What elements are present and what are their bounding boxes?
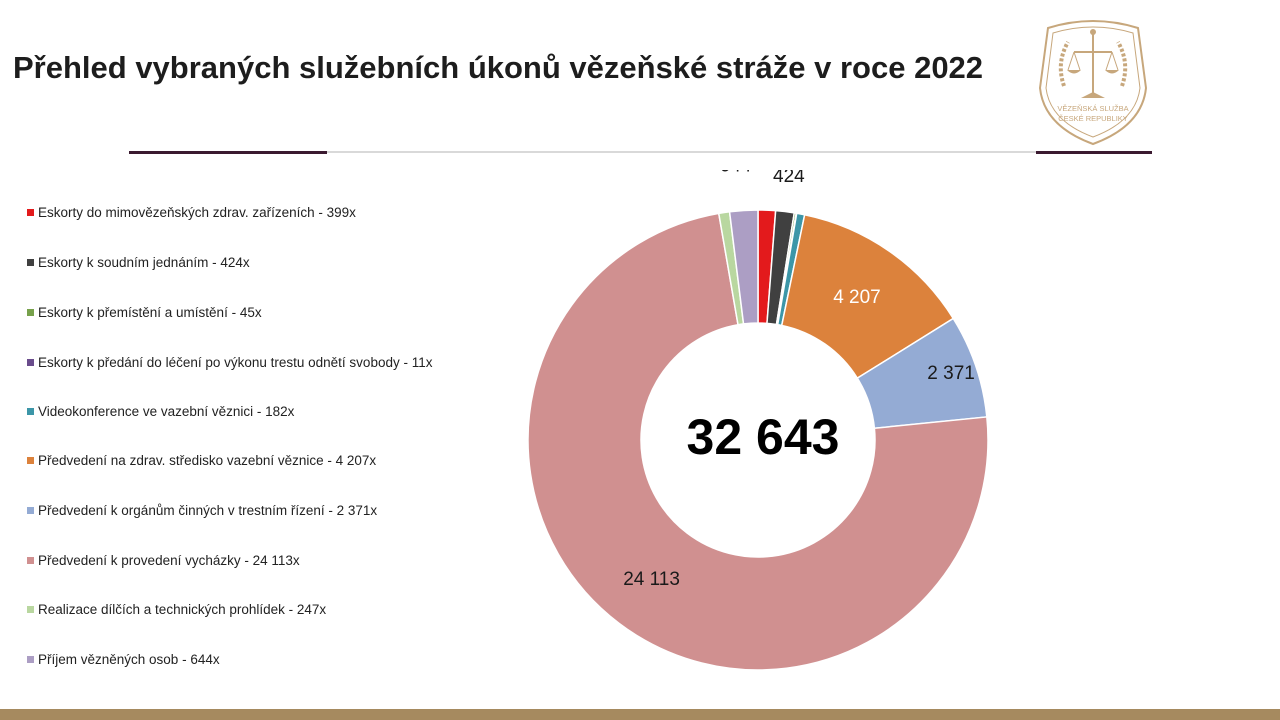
legend-item: Eskorty k soudním jednáním - 424x xyxy=(27,252,250,272)
legend-label: Eskorty k soudním jednáním - 424x xyxy=(38,254,250,270)
legend-swatch xyxy=(27,506,34,514)
legend-item: Předvedení k provedení vycházky - 24 113… xyxy=(27,550,300,570)
data-label: 4 207 xyxy=(833,287,881,308)
legend-swatch xyxy=(27,358,34,366)
header-divider xyxy=(129,151,1152,153)
footer-bar xyxy=(0,709,1280,720)
legend-swatch xyxy=(27,456,34,464)
header-accent-right xyxy=(1036,151,1152,154)
legend-label: Předvedení k provedení vycházky - 24 113… xyxy=(38,552,300,568)
legend-label: Eskorty k předání do léčení po výkonu tr… xyxy=(38,354,433,370)
legend-swatch xyxy=(27,208,34,216)
legend-label: Předvedení k orgánům činných v trestním … xyxy=(38,502,378,518)
legend-swatch xyxy=(27,556,34,564)
donut-slice xyxy=(527,212,989,671)
legend-item: Příjem vězněných osob - 644x xyxy=(27,649,220,669)
legend-item: Předvedení na zdrav. středisko vazební v… xyxy=(27,450,376,470)
legend-swatch xyxy=(27,407,34,415)
page-title: Přehled vybraných služebních úkonů vězeň… xyxy=(13,50,984,85)
legend-item: Eskorty k přemístění a umístění - 45x xyxy=(27,302,262,322)
data-label: 424 xyxy=(773,170,805,187)
prison-service-logo: VĚZEŇSKÁ SLUŽBA ČESKÉ REPUBLIKY xyxy=(1038,20,1148,146)
legend-item: Předvedení k orgánům činných v trestním … xyxy=(27,500,377,520)
donut-slice xyxy=(728,209,759,325)
legend-swatch xyxy=(27,605,34,613)
legend-label: Eskorty k přemístění a umístění - 45x xyxy=(38,304,262,320)
legend-label: Realizace dílčích a technických prohlíde… xyxy=(38,601,327,617)
data-label: 24 113 xyxy=(623,569,680,590)
legend-item: Realizace dílčích a technických prohlíde… xyxy=(27,599,326,619)
legend-item: Videokonference ve vazební věznici - 182… xyxy=(27,401,294,421)
legend-item: Eskorty k předání do léčení po výkonu tr… xyxy=(27,352,432,372)
donut-chart: 424 4 207 2 371 24 113 644 xyxy=(527,170,989,671)
legend-label: Příjem vězněných osob - 644x xyxy=(38,651,220,667)
data-label: 644 xyxy=(720,170,752,177)
legend-swatch xyxy=(27,308,34,316)
svg-text:VĚZEŇSKÁ SLUŽBA: VĚZEŇSKÁ SLUŽBA xyxy=(1057,104,1128,113)
legend-label: Eskorty do mimovězeňských zdrav. zařízen… xyxy=(38,204,356,220)
header-accent-left xyxy=(129,151,327,154)
total-label: 32 643 xyxy=(686,409,840,465)
legend-label: Videokonference ve vazební věznici - 182… xyxy=(38,403,295,419)
legend-label: Předvedení na zdrav. středisko vazební v… xyxy=(38,452,377,468)
legend-swatch xyxy=(27,655,34,663)
legend-swatch xyxy=(27,258,34,266)
legend-item: Eskorty do mimovězeňských zdrav. zařízen… xyxy=(27,202,356,222)
data-label: 2 371 xyxy=(927,363,975,384)
svg-text:ČESKÉ REPUBLIKY: ČESKÉ REPUBLIKY xyxy=(1058,114,1128,123)
